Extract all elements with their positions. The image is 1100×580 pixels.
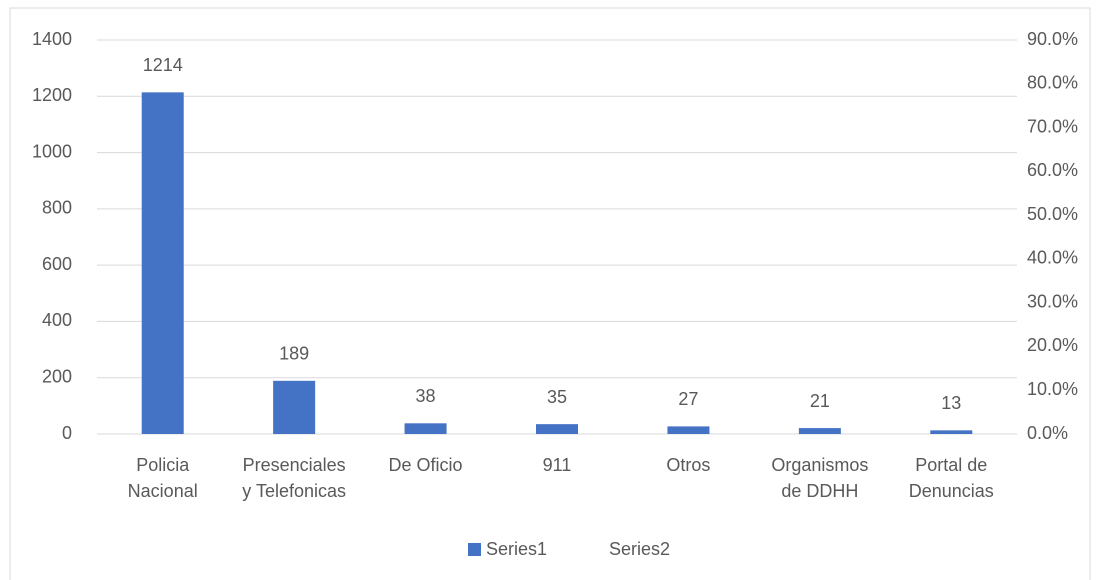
data-label: 27 — [678, 389, 698, 409]
y-tick-label: 600 — [42, 254, 72, 274]
y-tick-label: 800 — [42, 198, 72, 218]
legend-label: Series1 — [486, 539, 547, 559]
bar — [141, 92, 184, 435]
legend-label: Series2 — [609, 539, 670, 559]
y2-tick-label: 10.0% — [1027, 379, 1078, 399]
bar — [273, 380, 316, 434]
y2-tick-label: 40.0% — [1027, 248, 1078, 268]
y2-tick-label: 30.0% — [1027, 291, 1078, 311]
y-tick-label: 0 — [62, 423, 72, 443]
bar — [667, 426, 710, 434]
y-tick-label: 1000 — [32, 141, 72, 161]
chart-border — [9, 7, 1091, 580]
y2-tick-label: 0.0% — [1027, 423, 1068, 443]
y2-tick-label: 20.0% — [1027, 335, 1078, 355]
x-tick-label: 911 — [542, 455, 572, 475]
y-tick-label: 400 — [42, 310, 72, 330]
x-tick-label: Otros — [666, 455, 711, 475]
bar — [536, 424, 578, 434]
x-tick-label: Organismos de DDHH — [771, 455, 869, 501]
data-label: 13 — [941, 393, 961, 413]
y2-tick-label: 90.0% — [1027, 29, 1078, 49]
y-tick-label: 200 — [42, 366, 72, 386]
data-label: 21 — [810, 391, 830, 411]
data-label: 35 — [547, 387, 567, 407]
bar — [404, 423, 447, 434]
y2-tick-label: 70.0% — [1027, 116, 1078, 136]
y2-tick-label: 50.0% — [1027, 204, 1078, 224]
x-tick-label: Portal de Denuncias — [908, 455, 994, 501]
y-tick-label: 1400 — [32, 29, 72, 49]
data-label: 38 — [416, 386, 436, 406]
x-tick-label: Presenciales y Telefonicas — [242, 455, 346, 501]
y2-tick-label: 60.0% — [1027, 160, 1078, 180]
data-label: 189 — [279, 344, 309, 364]
y2-tick-label: 80.0% — [1027, 73, 1078, 93]
x-tick-label: Policia Nacional — [127, 455, 198, 501]
legend-swatch — [468, 543, 481, 556]
bar — [930, 430, 973, 434]
bar — [798, 428, 841, 434]
data-label: 1214 — [143, 55, 183, 75]
x-tick-label: De Oficio — [388, 455, 463, 475]
y-tick-label: 1200 — [32, 85, 72, 105]
